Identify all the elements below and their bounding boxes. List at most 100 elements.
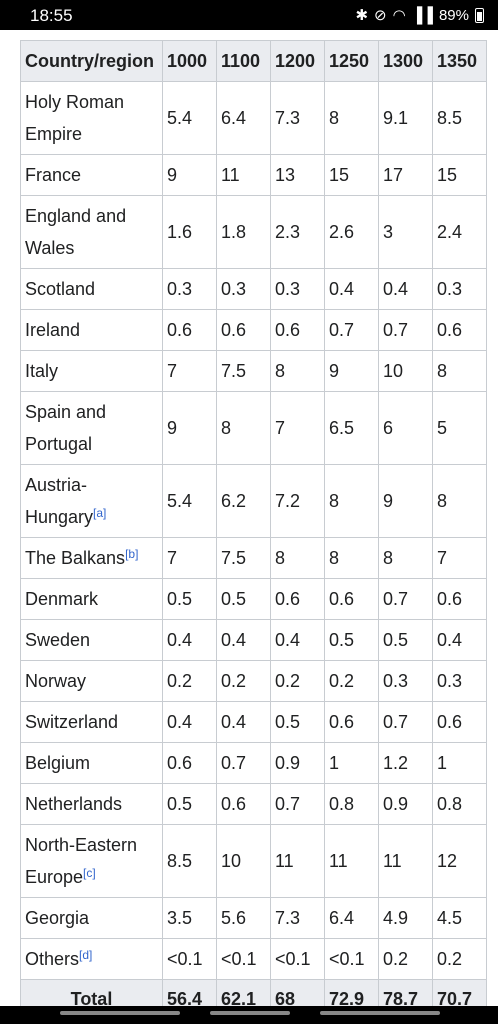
country-name: Switzerland	[25, 712, 119, 732]
value-cell: 7	[162, 350, 217, 392]
value-cell: 7.3	[270, 81, 325, 155]
value-cell: 8	[432, 464, 487, 538]
country-name: England and Wales	[25, 206, 127, 258]
total-row: Total 56.4 62.1 68 72.9 78.7 70.7	[20, 979, 487, 1006]
total-label: Total	[20, 979, 163, 1006]
nav-home-handle[interactable]	[210, 1011, 290, 1015]
value-cell: 0.7	[270, 783, 325, 825]
value-cell: 1	[432, 742, 487, 784]
country-name: Holy Roman Empire	[25, 92, 125, 144]
value-cell: 8	[378, 537, 433, 579]
value-cell: 7	[432, 537, 487, 579]
value-cell: 0.5	[324, 619, 379, 661]
value-cell: 7.2	[270, 464, 325, 538]
country-cell: Others[d]	[20, 938, 163, 980]
value-cell: 8	[216, 391, 271, 465]
value-cell: 0.3	[432, 268, 487, 310]
value-cell: 9	[324, 350, 379, 392]
country-name: North-Eastern Europe	[25, 835, 138, 887]
footnote-link[interactable]: [b]	[125, 547, 139, 561]
value-cell: 0.7	[378, 701, 433, 743]
value-cell: 15	[324, 154, 379, 196]
value-cell: 7.5	[216, 350, 271, 392]
nav-handle[interactable]	[320, 1011, 440, 1015]
value-cell: 0.4	[324, 268, 379, 310]
value-cell: 12	[432, 824, 487, 898]
value-cell: 0.6	[270, 309, 325, 351]
country-cell: France	[20, 154, 163, 196]
table-row: Denmark 0.5 0.5 0.6 0.6 0.7 0.6	[20, 578, 487, 620]
value-cell: 8	[270, 350, 325, 392]
value-cell: 0.5	[378, 619, 433, 661]
value-cell: 17	[378, 154, 433, 196]
population-table: Country/region 1000 1100 1200 1250 1300 1350 H…	[20, 40, 487, 1006]
value-cell: 1.8	[216, 195, 271, 269]
value-cell: 6.5	[324, 391, 379, 465]
total-value-cell: 72.9	[324, 979, 379, 1006]
value-cell: 7	[162, 537, 217, 579]
country-cell: Ireland	[20, 309, 163, 351]
country-name: Italy	[25, 361, 59, 381]
table-row: Ireland 0.6 0.6 0.6 0.7 0.7 0.6	[20, 309, 487, 351]
value-cell: 0.6	[432, 578, 487, 620]
value-cell: 2.3	[270, 195, 325, 269]
page-content[interactable]: Country/region 1000 1100 1200 1250 1300 1350 H…	[0, 30, 498, 1006]
table-row: Others[d] <0.1 <0.1 <0.1 <0.1 0.2 0.2	[20, 938, 487, 980]
value-cell: 0.5	[270, 701, 325, 743]
battery-icon	[475, 7, 484, 23]
value-cell: 0.4	[432, 619, 487, 661]
table-row: France 9 11 13 15 17 15	[20, 154, 487, 196]
value-cell: 0.3	[270, 268, 325, 310]
navigation-bar	[0, 1006, 498, 1024]
value-cell: 8	[324, 537, 379, 579]
country-cell: Georgia	[20, 897, 163, 939]
value-cell: 3.5	[162, 897, 217, 939]
table-row: Netherlands 0.5 0.6 0.7 0.8 0.9 0.8	[20, 783, 487, 825]
country-name: Spain and Portugal	[25, 402, 107, 454]
value-cell: 8	[324, 464, 379, 538]
value-cell: 0.4	[162, 701, 217, 743]
value-cell: 1.6	[162, 195, 217, 269]
footnote-link[interactable]: [c]	[83, 866, 96, 880]
table-row: Norway 0.2 0.2 0.2 0.2 0.3 0.3	[20, 660, 487, 702]
value-cell: 0.5	[216, 578, 271, 620]
table-row: Spain and Portugal 9 8 7 6.5 6 5	[20, 391, 487, 465]
value-cell: 8	[270, 537, 325, 579]
country-cell: Italy	[20, 350, 163, 392]
value-cell: 8	[324, 81, 379, 155]
bluetooth-icon: ✱	[355, 7, 369, 24]
country-cell: Spain and Portugal	[20, 391, 163, 465]
country-cell: The Balkans[b]	[20, 537, 163, 579]
value-cell: 8.5	[162, 824, 217, 898]
country-cell: Netherlands	[20, 783, 163, 825]
value-cell: 0.3	[162, 268, 217, 310]
column-header-year: 1300	[378, 40, 433, 82]
total-value-cell: 56.4	[162, 979, 217, 1006]
table-row: Belgium 0.6 0.7 0.9 1 1.2 1	[20, 742, 487, 784]
table-row: Austria-Hungary[a] 5.4 6.2 7.2 8 9 8	[20, 464, 487, 538]
value-cell: 0.6	[216, 309, 271, 351]
value-cell: 0.2	[324, 660, 379, 702]
table-row: Georgia 3.5 5.6 7.3 6.4 4.9 4.5	[20, 897, 487, 939]
country-name: Belgium	[25, 753, 91, 773]
value-cell: <0.1	[216, 938, 271, 980]
value-cell: 0.8	[432, 783, 487, 825]
signal-icon: ▐▐	[411, 6, 433, 24]
value-cell: 9	[162, 391, 217, 465]
nav-handle[interactable]	[60, 1011, 180, 1015]
value-cell: 9.1	[378, 81, 433, 155]
value-cell: 4.9	[378, 897, 433, 939]
column-header-year: 1200	[270, 40, 325, 82]
value-cell: 6.4	[216, 81, 271, 155]
value-cell: <0.1	[270, 938, 325, 980]
value-cell: 4.5	[432, 897, 487, 939]
footnote-link[interactable]: [a]	[93, 506, 107, 520]
value-cell: 0.8	[324, 783, 379, 825]
value-cell: 8.5	[432, 81, 487, 155]
value-cell: 9	[378, 464, 433, 538]
value-cell: <0.1	[324, 938, 379, 980]
value-cell: 0.7	[378, 309, 433, 351]
value-cell: 0.5	[162, 578, 217, 620]
table-row: Holy Roman Empire 5.4 6.4 7.3 8 9.1 8.5	[20, 81, 487, 155]
footnote-link[interactable]: [d]	[79, 948, 93, 962]
